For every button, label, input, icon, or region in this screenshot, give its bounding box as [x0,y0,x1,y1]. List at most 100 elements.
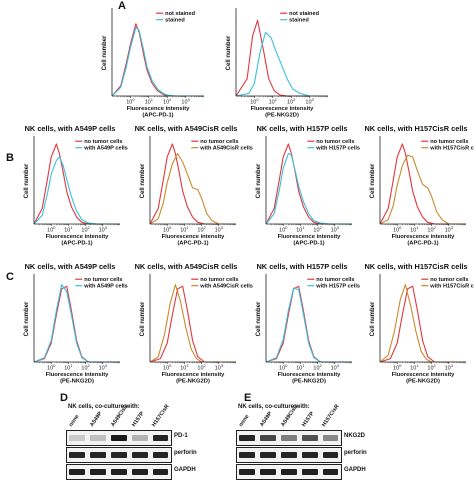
legend-label: stained [289,18,309,24]
x-axis-label: Fluorescence intensity [127,106,191,112]
blot-band [281,451,297,459]
blot-band [111,468,127,476]
x-tick-label: 101 [180,225,189,234]
legend-label: no tumor cells [200,277,238,283]
blot-band [90,451,107,459]
x-tick-label: 100 [279,225,288,234]
series-line-1 [149,143,236,225]
panel-letter-d: D [60,392,68,404]
blot-band [131,468,148,476]
x-tick-label: 103 [331,225,340,234]
panel-letter-a: A [118,0,126,12]
chart-title: NK cells, with H157CisR cells [364,262,468,271]
legend-label: with H157CisR cells [429,284,474,290]
legend-label: no tumor cells [200,139,238,145]
blot-strip [236,464,342,480]
histogram-b4: NK cells, with H157CisR cells 100 101 102 10… [360,124,474,250]
x-tick-label: 101 [410,363,419,372]
lane-label: H157P [130,410,146,428]
x-tick-label: 100 [126,97,135,106]
series-line-2 [149,152,236,225]
y-axis-label: Cell number [24,301,30,336]
blot-band [260,451,277,459]
legend-label: with H157P cells [315,146,360,152]
series-line-2 [149,284,236,363]
legend-label: stained [165,18,185,24]
legend-label: with A549P cells [83,284,128,290]
series-line-2 [379,154,466,225]
series-line-2 [235,31,328,97]
legend-label: with H157P cells [315,284,360,290]
x-tick-label: 102 [81,225,90,234]
chart-title: NK cells, with H157P cells [256,124,348,133]
blot-band [260,468,277,476]
legend-label: with A549P cells [83,146,128,152]
blot-band [239,434,256,442]
x-tick-label: 102 [197,363,206,372]
series-line-2 [379,284,466,363]
blot-band [90,434,107,442]
blot-band [152,451,169,459]
x-tick-label: 103 [445,363,454,372]
x-axis-label: (PE-NKG2D) [60,379,94,385]
blot-band [69,451,86,459]
blot-band [239,451,256,459]
x-tick-label: 101 [64,363,73,372]
blot-band [152,434,169,442]
x-axis-label: Fluorescence intensity [392,234,456,240]
blot-band [111,434,127,442]
x-tick-label: 100 [163,363,172,372]
x-tick-label: 100 [393,225,402,234]
series-line-2 [33,156,120,225]
blot-row-label: GAPDH [344,467,366,473]
x-axis-label: (APC-PD-1) [61,241,92,247]
histogram-b3: NK cells, with H157P cells 100 101 102 103 Ce… [246,124,360,250]
x-tick-label: 102 [313,363,322,372]
x-axis-label: Fluorescence intensity [46,234,110,240]
legend-label: with H157CisR cells [429,146,474,152]
legend-label: not stained [165,11,195,17]
blot-strip [66,430,172,446]
legend-label: not stained [289,11,319,17]
chart-title: NK cells, with H157P cells [256,262,348,271]
series-line-2 [33,284,120,363]
blot-band [239,468,256,476]
blot-row-label: PD-1 [174,433,188,439]
chart-title: NK cells, with A549P cells [24,124,116,133]
histogram-plot: 100 101 102 103 Cell number Fluorescence inte… [140,274,253,385]
x-tick-label: 103 [215,363,224,372]
series-line-2 [265,287,352,363]
legend-label: no tumor cells [84,139,122,145]
blot-band [301,451,318,459]
series-line-1 [111,23,204,97]
x-tick-label: 103 [181,97,190,106]
x-axis-label: (PE-NKG2D) [176,379,210,385]
y-axis-label: Cell number [370,163,376,198]
blot-row-label: perforin [174,450,197,456]
histogram-plot: 100 101 102 103 Cell number Fluorescence inte… [102,8,204,119]
x-tick-label: 102 [313,225,322,234]
histogram-plot: 100 101 102 103 Cell number Fluorescence inte… [256,136,360,247]
series-line-1 [379,285,466,363]
histogram-c3: NK cells, with H157P cells 100 101 102 103 Ce… [246,262,360,388]
x-axis-label: Fluorescence intensity [162,234,226,240]
blot-band [69,434,86,442]
series-line-2 [111,26,204,97]
x-axis-label: (APC-PD-1) [293,241,324,247]
x-tick-label: 102 [163,97,172,106]
series-line-1 [265,143,352,225]
x-axis-label: (APC-PD-1) [177,241,208,247]
x-tick-label: 101 [410,225,419,234]
lane-label: none [68,413,81,428]
histogram-b1: NK cells, with A549P cells 100 101 102 103 Ce… [14,124,128,250]
legend-label: with A549CisR cells [199,146,253,152]
histogram-plot: 100 101 102 103 Cell number Fluorescence inte… [370,136,474,247]
series-line-2 [265,152,352,225]
y-axis-label: Cell number [226,35,232,70]
lane-label: none [238,413,251,428]
blot-row-label: GAPDH [174,467,196,473]
x-axis-label: Fluorescence intensity [392,372,456,378]
blot-row-label: NKG2D [344,433,366,439]
x-tick-label: 100 [163,225,172,234]
western-blot-d: NK cells, co-culture with: none A549P A549C… [62,404,242,480]
